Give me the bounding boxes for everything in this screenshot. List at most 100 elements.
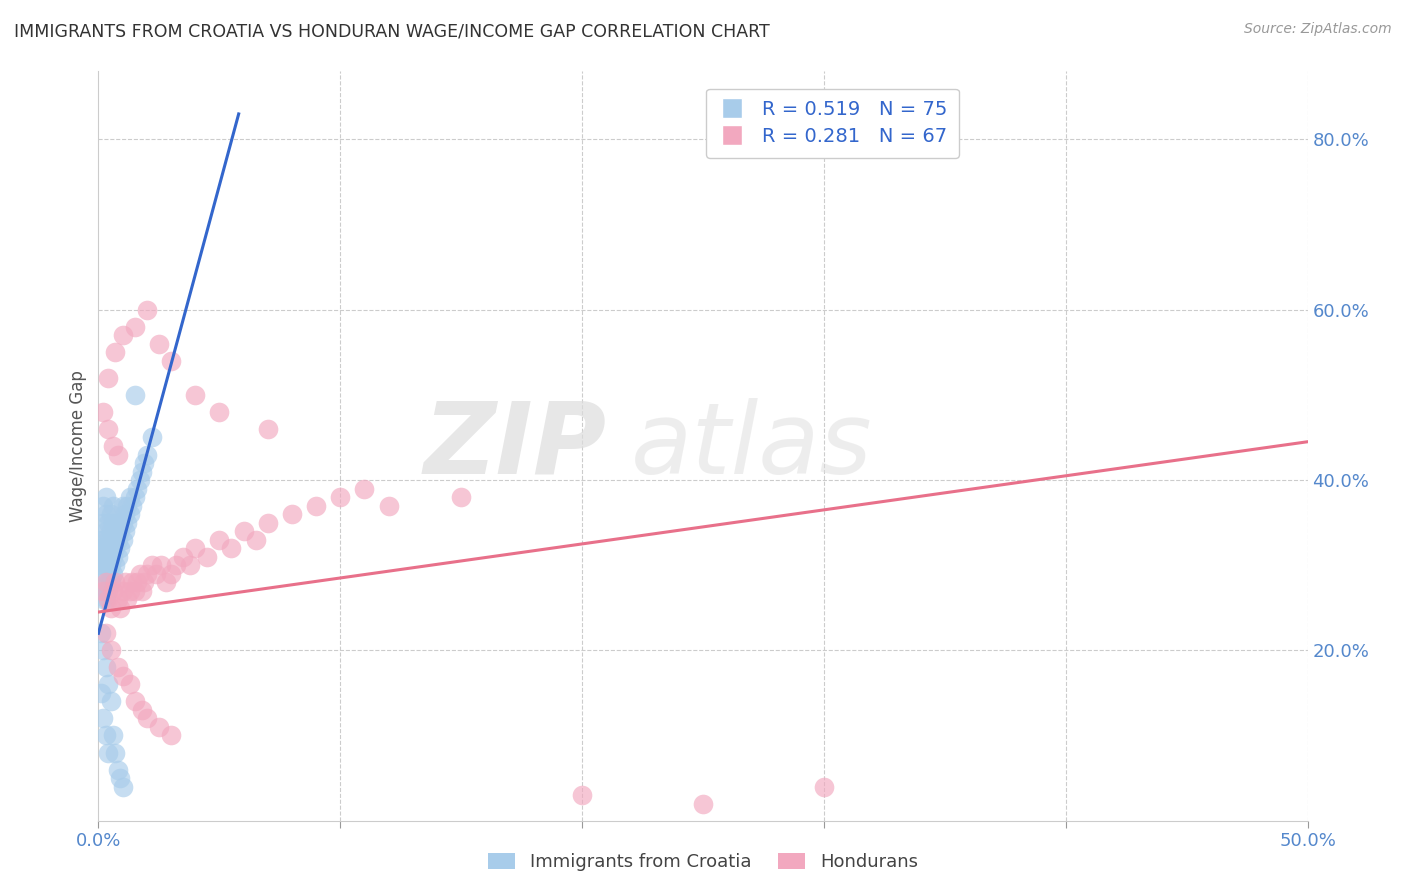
Point: [91, 533, 114, 547]
Point: [91, 583, 114, 598]
Point: [94, 729, 117, 743]
Point: [107, 533, 129, 547]
Point: [305, 499, 328, 513]
Point: [91, 592, 114, 607]
Point: [114, 575, 136, 590]
Point: [124, 490, 146, 504]
Point: [135, 711, 157, 725]
Point: [141, 558, 163, 573]
Point: [97, 533, 120, 547]
Point: [221, 541, 243, 556]
Point: [118, 490, 141, 504]
Point: [353, 482, 375, 496]
Point: [104, 345, 127, 359]
Point: [100, 558, 122, 573]
Point: [155, 575, 177, 590]
Point: [118, 583, 141, 598]
Point: [150, 558, 173, 573]
Point: [101, 439, 124, 453]
Point: [94, 566, 117, 581]
Point: [97, 549, 120, 564]
Point: [377, 499, 399, 513]
Point: [179, 558, 201, 573]
Legend: R = 0.519   N = 75, R = 0.281   N = 67: R = 0.519 N = 75, R = 0.281 N = 67: [706, 88, 959, 158]
Point: [232, 524, 254, 538]
Point: [141, 430, 163, 444]
Point: [91, 516, 114, 530]
Point: [90, 533, 112, 547]
Point: [90, 549, 112, 564]
Point: [111, 328, 134, 343]
Point: [160, 729, 183, 743]
Text: Source: ZipAtlas.com: Source: ZipAtlas.com: [1244, 22, 1392, 37]
Point: [111, 516, 134, 530]
Text: IMMIGRANTS FROM CROATIA VS HONDURAN WAGE/INCOME GAP CORRELATION CHART: IMMIGRANTS FROM CROATIA VS HONDURAN WAGE…: [14, 22, 770, 40]
Point: [114, 524, 136, 538]
Point: [97, 583, 120, 598]
Point: [101, 533, 124, 547]
Point: [100, 524, 122, 538]
Point: [148, 720, 170, 734]
Point: [121, 575, 143, 590]
Point: [118, 677, 141, 691]
Point: [107, 516, 129, 530]
Point: [111, 533, 134, 547]
Point: [135, 302, 157, 317]
Point: [117, 516, 139, 530]
Point: [329, 490, 352, 504]
Point: [94, 592, 117, 607]
Point: [91, 575, 114, 590]
Point: [107, 763, 129, 777]
Point: [97, 677, 120, 691]
Point: [100, 600, 122, 615]
Point: [208, 405, 231, 419]
Point: [97, 558, 120, 573]
Point: [97, 575, 120, 590]
Point: [692, 797, 714, 811]
Point: [108, 524, 131, 538]
Point: [100, 541, 122, 556]
Point: [127, 482, 149, 496]
Point: [145, 566, 167, 581]
Point: [131, 583, 153, 598]
Point: [91, 643, 114, 657]
Point: [94, 660, 117, 674]
Point: [107, 660, 129, 674]
Point: [208, 533, 231, 547]
Point: [94, 626, 117, 640]
Point: [94, 524, 117, 538]
Point: [90, 541, 112, 556]
Point: [94, 490, 117, 504]
Point: [135, 448, 157, 462]
Point: [245, 533, 267, 547]
Point: [128, 473, 150, 487]
Point: [97, 422, 120, 436]
Point: [104, 575, 127, 590]
Point: [94, 558, 117, 573]
Point: [100, 507, 122, 521]
Point: [100, 575, 122, 590]
Point: [101, 499, 124, 513]
Point: [107, 448, 129, 462]
Point: [104, 541, 127, 556]
Point: [100, 643, 122, 657]
Point: [91, 711, 114, 725]
Point: [97, 746, 120, 760]
Point: [134, 575, 156, 590]
Point: [101, 583, 124, 598]
Point: [101, 566, 124, 581]
Point: [108, 600, 131, 615]
Point: [94, 575, 117, 590]
Point: [90, 686, 112, 700]
Point: [450, 490, 472, 504]
Point: [571, 788, 593, 802]
Point: [90, 558, 112, 573]
Point: [101, 516, 124, 530]
Point: [97, 592, 120, 607]
Point: [127, 575, 149, 590]
Point: [184, 541, 207, 556]
Text: atlas: atlas: [630, 398, 872, 494]
Point: [160, 354, 183, 368]
Point: [148, 336, 170, 351]
Point: [131, 465, 153, 479]
